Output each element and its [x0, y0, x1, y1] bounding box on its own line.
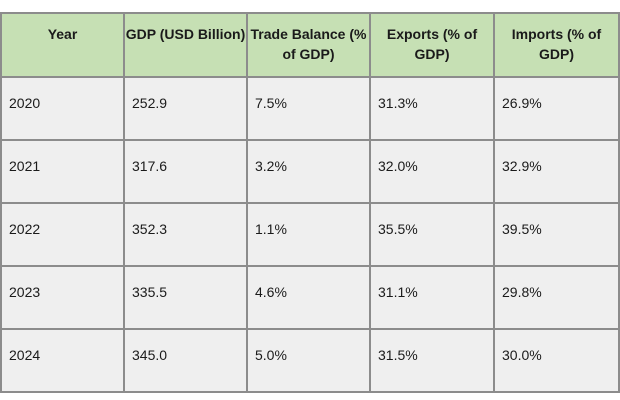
cell-gdp: 317.6	[123, 139, 248, 204]
cell-gdp: 345.0	[123, 328, 248, 393]
cell-trade-balance: 4.6%	[246, 265, 371, 330]
cell-imports: 26.9%	[493, 76, 620, 141]
table-row: 2022 352.3 1.1% 35.5% 39.5%	[0, 202, 620, 267]
cell-gdp: 352.3	[123, 202, 248, 267]
cell-year: 2024	[0, 328, 125, 393]
header-gdp: GDP (USD Billion)	[123, 12, 248, 78]
cell-trade-balance: 1.1%	[246, 202, 371, 267]
cell-trade-balance: 3.2%	[246, 139, 371, 204]
header-year: Year	[0, 12, 125, 78]
cell-imports: 39.5%	[493, 202, 620, 267]
cell-year: 2020	[0, 76, 125, 141]
cell-imports: 32.9%	[493, 139, 620, 204]
cell-gdp: 335.5	[123, 265, 248, 330]
cell-year: 2022	[0, 202, 125, 267]
table-row: 2023 335.5 4.6% 31.1% 29.8%	[0, 265, 620, 330]
table-body: 2020 252.9 7.5% 31.3% 26.9% 2021 317.6 3…	[0, 76, 620, 393]
cell-trade-balance: 5.0%	[246, 328, 371, 393]
cell-year: 2021	[0, 139, 125, 204]
cell-trade-balance: 7.5%	[246, 76, 371, 141]
cell-year: 2023	[0, 265, 125, 330]
header-trade-balance: Trade Balance (% of GDP)	[246, 12, 371, 78]
cell-exports: 31.5%	[369, 328, 495, 393]
header-row: Year GDP (USD Billion) Trade Balance (% …	[0, 12, 620, 78]
table-header: Year GDP (USD Billion) Trade Balance (% …	[0, 12, 620, 78]
data-table: Year GDP (USD Billion) Trade Balance (% …	[0, 12, 620, 393]
cell-exports: 32.0%	[369, 139, 495, 204]
header-imports: Imports (% of GDP)	[493, 12, 620, 78]
table-row: 2024 345.0 5.0% 31.5% 30.0%	[0, 328, 620, 393]
cell-imports: 30.0%	[493, 328, 620, 393]
cell-exports: 31.1%	[369, 265, 495, 330]
table-row: 2020 252.9 7.5% 31.3% 26.9%	[0, 76, 620, 141]
table-row: 2021 317.6 3.2% 32.0% 32.9%	[0, 139, 620, 204]
cell-exports: 31.3%	[369, 76, 495, 141]
cell-gdp: 252.9	[123, 76, 248, 141]
cell-imports: 29.8%	[493, 265, 620, 330]
cell-exports: 35.5%	[369, 202, 495, 267]
header-exports: Exports (% of GDP)	[369, 12, 495, 78]
